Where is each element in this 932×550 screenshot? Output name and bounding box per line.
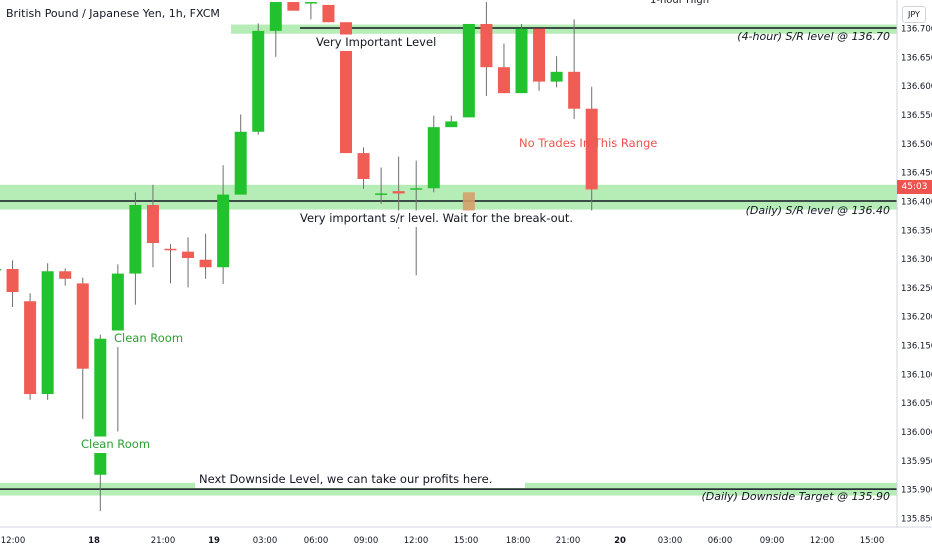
annotation-important-top-bg bbox=[312, 34, 449, 51]
candle-body bbox=[515, 28, 528, 94]
level-daily-135-90-label: (Daily) Downside Target @ 135.90 bbox=[702, 490, 891, 503]
candle-body bbox=[357, 153, 370, 180]
level-4h-136-70-label: (4-hour) S/R level @ 136.70 bbox=[737, 30, 890, 43]
candle-body bbox=[340, 22, 352, 154]
annotation-important-top: Very Important Level bbox=[316, 35, 436, 49]
candle-body bbox=[6, 268, 19, 293]
candle-body bbox=[24, 301, 37, 395]
last-price-tag: 45:03 bbox=[897, 180, 932, 194]
annotation-no-trades: No Trades In This Range bbox=[519, 136, 657, 150]
annotation-important-mid-bg bbox=[296, 210, 620, 227]
candle-body bbox=[410, 188, 423, 190]
candle-body bbox=[287, 2, 300, 11]
candle-body bbox=[550, 71, 563, 82]
level-daily-136-40-label: (Daily) S/R level @ 136.40 bbox=[746, 204, 890, 217]
candle-body bbox=[217, 194, 230, 268]
candle-body bbox=[497, 67, 510, 94]
annotation-clean-room-2: Clean Room bbox=[81, 437, 150, 451]
candle-body bbox=[585, 108, 598, 190]
candle-body bbox=[0, 268, 1, 271]
candle-body bbox=[304, 2, 317, 4]
x-tick-label: 18 bbox=[88, 536, 100, 546]
x-tick-label: 06:00 bbox=[708, 536, 733, 546]
y-tick-label: 136.500 bbox=[901, 140, 932, 150]
candle-body bbox=[375, 193, 388, 195]
y-tick-label: 136.400 bbox=[901, 197, 932, 207]
y-tick-label: 136.300 bbox=[901, 255, 932, 265]
candle-body bbox=[94, 338, 107, 475]
candle-body bbox=[182, 251, 195, 259]
candle-body bbox=[252, 30, 265, 132]
candle-body bbox=[480, 23, 493, 68]
x-tick-label: 20 bbox=[614, 536, 626, 546]
y-tick-label: 136.000 bbox=[901, 428, 932, 438]
y-tick-label: 136.150 bbox=[901, 342, 932, 352]
candle-body bbox=[322, 4, 335, 23]
y-tick-label: 136.600 bbox=[901, 82, 932, 92]
candle-body bbox=[129, 204, 142, 274]
y-tick-label: 136.250 bbox=[901, 284, 932, 294]
x-tick-label: 12:00 bbox=[810, 536, 835, 546]
level-4h-136-70-zone bbox=[231, 24, 897, 34]
annotation-clean-room-1-bg bbox=[110, 330, 183, 347]
y-tick-label: 135.900 bbox=[901, 486, 932, 496]
x-tick-label: 03:00 bbox=[658, 536, 683, 546]
y-tick-label: 136.450 bbox=[901, 169, 932, 179]
candle-body bbox=[164, 248, 177, 251]
y-tick-label: 136.550 bbox=[901, 111, 932, 121]
x-tick-label: 09:00 bbox=[354, 536, 379, 546]
candle-body bbox=[234, 131, 247, 195]
y-tick-label: 136.050 bbox=[901, 399, 932, 409]
candle-body bbox=[146, 204, 159, 244]
y-tick-label: 135.850 bbox=[901, 515, 932, 525]
y-tick-label: 136.200 bbox=[901, 313, 932, 323]
candle-body bbox=[269, 2, 282, 31]
x-tick-label: 12:00 bbox=[1, 536, 26, 546]
candle-body bbox=[111, 273, 124, 345]
candle-body bbox=[76, 283, 89, 369]
chart-title: British Pound / Japanese Yen, 1h, FXCM bbox=[6, 7, 220, 20]
highlighted-candle bbox=[462, 192, 475, 213]
x-tick-label: 15:00 bbox=[860, 536, 885, 546]
candle-body bbox=[59, 271, 72, 279]
x-tick-label: 19 bbox=[208, 536, 220, 546]
y-tick-label: 136.100 bbox=[901, 370, 932, 380]
y-tick-label: 136.700 bbox=[901, 25, 932, 35]
annotation-downside-note: Next Downside Level, we can take our pro… bbox=[199, 472, 492, 486]
candle-body bbox=[445, 121, 458, 128]
candle-body bbox=[41, 271, 54, 395]
y-tick-label: 135.950 bbox=[901, 457, 932, 467]
x-tick-label: 06:00 bbox=[304, 536, 329, 546]
candle-body bbox=[568, 71, 581, 109]
candle-body bbox=[427, 127, 440, 189]
x-tick-label: 18:00 bbox=[506, 536, 531, 546]
x-tick-label: 09:00 bbox=[760, 536, 785, 546]
y-tick-label: 136.650 bbox=[901, 53, 932, 63]
candle-body bbox=[462, 23, 475, 118]
annotation-downside-note-bg bbox=[195, 471, 525, 488]
x-tick-label: 21:00 bbox=[556, 536, 581, 546]
annotation-clean-room-1: Clean Room bbox=[114, 331, 183, 345]
x-tick-label: 21:00 bbox=[151, 536, 176, 546]
candle-body bbox=[392, 191, 405, 194]
x-tick-label: 03:00 bbox=[253, 536, 278, 546]
annotation-clean-room-2-bg bbox=[77, 436, 150, 453]
candle-body bbox=[199, 259, 212, 268]
x-tick-label: 15:00 bbox=[454, 536, 479, 546]
y-tick-label: 136.350 bbox=[901, 226, 932, 236]
candle-body bbox=[533, 28, 546, 82]
x-tick-label: 12:00 bbox=[404, 536, 429, 546]
annotation-top-cut: 1-hour High bbox=[650, 0, 709, 6]
annotation-important-mid: Very important s/r level. Wait for the b… bbox=[300, 211, 573, 225]
currency-badge[interactable]: JPY bbox=[902, 6, 926, 23]
